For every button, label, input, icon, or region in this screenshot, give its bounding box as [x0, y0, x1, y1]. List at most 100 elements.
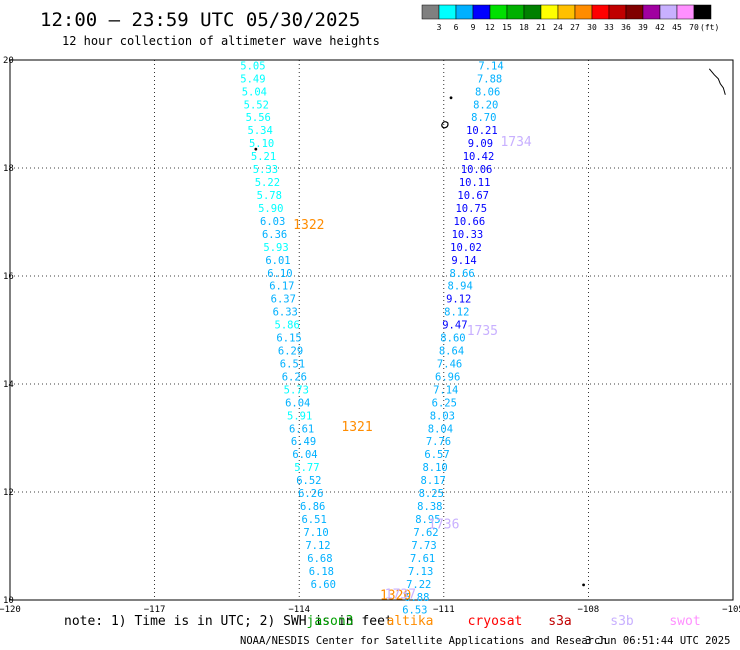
colorbar-tick-label: 33: [604, 23, 614, 32]
wave-height-label: 5.10: [249, 138, 274, 150]
footer-credit: NOAA/NESDIS Center for Satellite Applica…: [240, 635, 607, 647]
satellite-legend-s3b: s3b: [610, 614, 634, 629]
wave-height-label: 7.46: [437, 358, 462, 370]
wave-height-label: 9.47: [442, 320, 467, 332]
x-tick-label: −105: [722, 605, 740, 615]
satellite-legend-altika: altika: [387, 614, 434, 629]
colorbar-tick-label: 18: [519, 23, 529, 32]
wave-height-label: 5.91: [287, 410, 312, 422]
wave-height-label: 5.22: [255, 177, 280, 189]
satellite-legend-jason3: jason3: [307, 614, 354, 629]
y-tick-label: 16: [3, 272, 14, 282]
colorbar-swatch: [438, 4, 457, 20]
wave-height-label: 10.42: [463, 151, 495, 163]
wave-height-label: 6.88: [404, 592, 429, 604]
colorbar-swatch: [557, 4, 576, 20]
wave-height-label: 6.36: [262, 229, 287, 241]
y-tick-label: 18: [3, 164, 14, 174]
wave-height-label: 8.17: [421, 475, 446, 487]
wave-height-label: 8.20: [473, 99, 498, 111]
satellite-legend-swot: swot: [669, 614, 700, 629]
wave-height-label: 8.64: [439, 346, 464, 358]
colorbar-tick-label: 36: [621, 23, 631, 32]
colorbar-tick-label: 3: [437, 23, 442, 32]
wave-height-label: 5.33: [253, 164, 278, 176]
wave-height-label: 8.03: [430, 410, 455, 422]
wave-height-label: 6.37: [271, 294, 296, 306]
wave-height-label: 5.78: [257, 190, 282, 202]
island-outline: [441, 121, 449, 129]
wave-height-label: 10.75: [455, 203, 487, 215]
wave-height-label: 6.17: [269, 281, 294, 293]
y-tick-label: 14: [3, 380, 14, 390]
pass-number-label: 1322: [293, 218, 324, 233]
wave-height-label: 5.49: [240, 73, 265, 85]
pass-number-label: 1737: [385, 588, 416, 603]
colorbar-swatch: [642, 4, 661, 20]
wave-height-label: 6.49: [291, 436, 316, 448]
wave-height-label: 6.60: [311, 579, 336, 591]
wave-height-label: 6.15: [276, 333, 301, 345]
footer-timestamp: 3 Jun 06:51:44 UTC 2025: [585, 635, 730, 647]
wave-height-label: 5.52: [244, 99, 269, 111]
wave-height-label: 8.95: [415, 514, 440, 526]
colorbar-swatch: [574, 4, 593, 20]
wave-height-label: 7.73: [411, 540, 436, 552]
wave-height-label: 6.52: [296, 475, 321, 487]
y-tick-label: 20: [3, 56, 14, 66]
colorbar-swatch: [591, 4, 610, 20]
pass-number-label: 1320: [380, 589, 411, 604]
wave-height-label: 5.73: [284, 384, 309, 396]
colorbar-swatch: [506, 4, 525, 20]
colorbar-swatch: [676, 4, 695, 20]
colorbar-swatch: [608, 4, 627, 20]
wave-height-label: 7.22: [406, 579, 431, 591]
wave-height-label: 7.14: [478, 60, 503, 72]
wave-height-label: 5.21: [251, 151, 276, 163]
satellite-legend: jason3 altika cryosat s3a s3b swot: [307, 614, 701, 629]
wave-height-label: 9.09: [468, 138, 493, 150]
colorbar-tick-label: 9: [471, 23, 476, 32]
wave-height-label: 8.38: [417, 501, 442, 513]
colorbar-tick-label: 15: [502, 23, 512, 32]
wave-height-label: 10.67: [457, 190, 489, 202]
satellite-legend-s3a: s3a: [548, 614, 571, 629]
wave-height-label: 6.26: [282, 371, 307, 383]
wave-height-label: 8.12: [444, 307, 469, 319]
colorbar-tick-label: 39: [638, 23, 648, 32]
x-tick-label: −108: [578, 605, 600, 615]
colorbar-swatch: [540, 4, 559, 20]
wave-height-label: 5.56: [246, 112, 271, 124]
colorbar-tick-label: 21: [536, 23, 546, 32]
colorbar-tick-label: 70: [689, 23, 699, 32]
wave-height-label: 8.94: [448, 281, 473, 293]
wave-height-label: 10.21: [466, 125, 498, 137]
colorbar-tick-label: 30: [587, 23, 597, 32]
wave-height-label: 6.51: [301, 514, 326, 526]
grid-lines: [10, 60, 733, 600]
colorbar-swatch: [659, 4, 678, 20]
colorbar-tick-label: 12: [485, 23, 495, 32]
pass-number-label: 1734: [500, 135, 531, 150]
wave-height-label: 6.33: [273, 307, 298, 319]
x-tick-label: −111: [433, 605, 455, 615]
colorbar-tick-label: 24: [553, 23, 563, 32]
coastline: [708, 68, 726, 95]
wave-height-label: 6.53: [402, 605, 427, 617]
wave-height-label: 6.03: [260, 216, 285, 228]
wave-height-label: 6.61: [289, 423, 314, 435]
wave-height-label: 10.02: [450, 242, 482, 254]
colorbar-swatch: [489, 4, 508, 20]
colorbar-swatch: [625, 4, 644, 20]
wave-height-label: 7.12: [305, 540, 330, 552]
wave-height-label: 6.51: [280, 358, 305, 370]
pass-number-label: 1321: [341, 420, 372, 435]
wave-height-label: 6.10: [267, 268, 292, 280]
wave-height-label: 8.70: [471, 112, 496, 124]
wave-height-label: 8.10: [422, 462, 447, 474]
wave-height-label: 10.06: [461, 164, 493, 176]
x-tick-label: −120: [0, 605, 21, 615]
wave-height-label: 8.60: [440, 333, 465, 345]
